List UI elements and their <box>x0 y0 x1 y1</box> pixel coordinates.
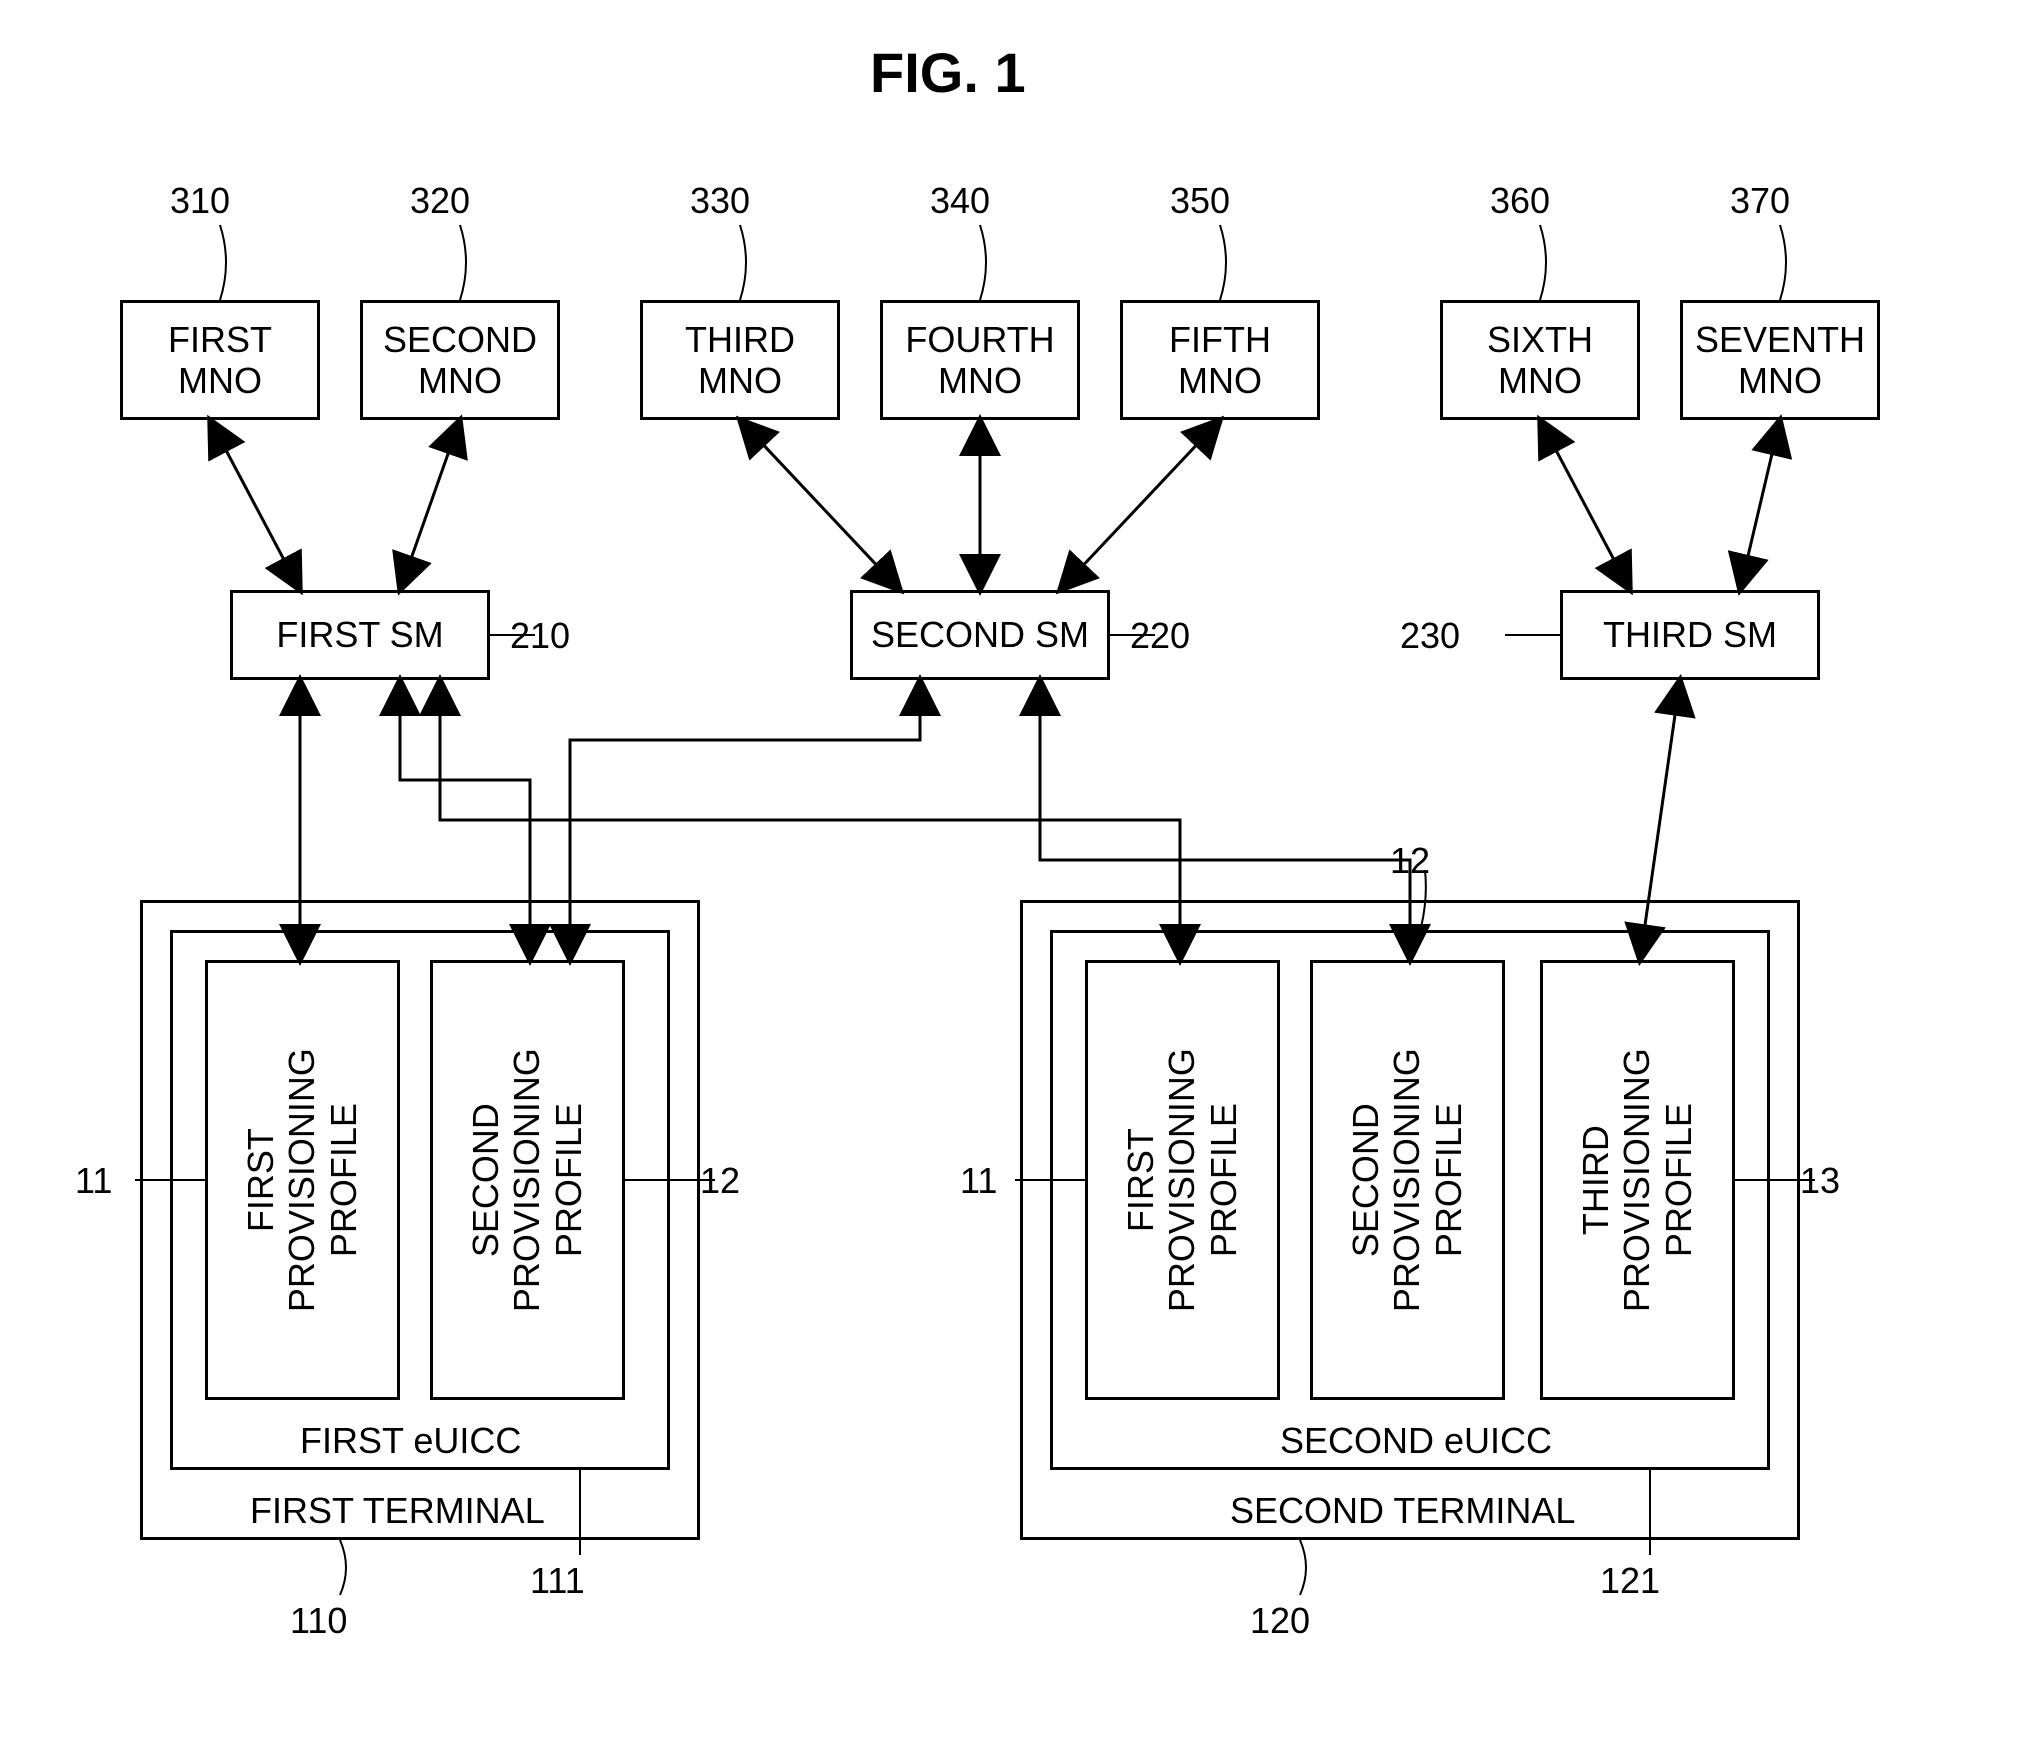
mno-box-mno1: FIRSTMNO <box>120 300 320 420</box>
mno-label: SEVENTHMNO <box>1695 319 1865 402</box>
mno-ref: 370 <box>1730 180 1790 222</box>
sm-label: SECOND SM <box>871 614 1089 655</box>
profile-label: SECONDPROVISIONINGPROFILE <box>465 1048 589 1312</box>
euicc-label: SECOND eUICC <box>1280 1420 1552 1462</box>
euicc-label: FIRST eUICC <box>300 1420 521 1462</box>
mno-ref: 350 <box>1170 180 1230 222</box>
profile-label: FIRSTPROVISIONINGPROFILE <box>240 1048 364 1312</box>
profile-ref: 12 <box>1390 840 1430 882</box>
terminal-ref: 110 <box>290 1600 347 1642</box>
mno-ref: 340 <box>930 180 990 222</box>
mno-ref: 310 <box>170 180 230 222</box>
sm-box-sm1: FIRST SM <box>230 590 490 680</box>
terminal-ref: 120 <box>1250 1600 1310 1642</box>
diagram-canvas: FIG. 1 FIRSTMNO 310 SECONDMNO 320 THIRDMNO 330… <box>0 0 2036 1764</box>
profile-box-p22: SECONDPROVISIONINGPROFILE <box>1310 960 1505 1400</box>
profile-box-p23: THIRDPROVISIONINGPROFILE <box>1540 960 1735 1400</box>
sm-box-sm3: THIRD SM <box>1560 590 1820 680</box>
figure-title: FIG. 1 <box>870 40 1026 105</box>
mno-label: THIRDMNO <box>685 319 795 402</box>
sm-ref: 220 <box>1130 615 1190 657</box>
sm-ref: 230 <box>1400 615 1460 657</box>
profile-ref: 11 <box>960 1160 997 1202</box>
mno-label: SIXTHMNO <box>1487 319 1593 402</box>
profile-ref: 13 <box>1800 1160 1840 1202</box>
mno-ref: 330 <box>690 180 750 222</box>
mno-ref: 360 <box>1490 180 1550 222</box>
profile-label: THIRDPROVISIONINGPROFILE <box>1575 1048 1699 1312</box>
profile-ref: 12 <box>700 1160 740 1202</box>
euicc-ref: 111 <box>530 1560 585 1602</box>
mno-box-mno5: FIFTHMNO <box>1120 300 1320 420</box>
sm-label: FIRST SM <box>276 614 443 655</box>
mno-box-mno6: SIXTHMNO <box>1440 300 1640 420</box>
mno-box-mno3: THIRDMNO <box>640 300 840 420</box>
terminal-label: SECOND TERMINAL <box>1230 1490 1575 1532</box>
profile-ref: 11 <box>75 1160 112 1202</box>
profile-label: FIRSTPROVISIONINGPROFILE <box>1120 1048 1244 1312</box>
profile-box-p21: FIRSTPROVISIONINGPROFILE <box>1085 960 1280 1400</box>
sm-ref: 210 <box>510 615 570 657</box>
mno-label: FIFTHMNO <box>1169 319 1271 402</box>
euicc-ref: 121 <box>1600 1560 1660 1602</box>
mno-label: SECONDMNO <box>383 319 537 402</box>
mno-box-mno2: SECONDMNO <box>360 300 560 420</box>
mno-box-mno4: FOURTHMNO <box>880 300 1080 420</box>
terminal-label: FIRST TERMINAL <box>250 1490 545 1532</box>
mno-label: FIRSTMNO <box>168 319 272 402</box>
mno-box-mno7: SEVENTHMNO <box>1680 300 1880 420</box>
profile-box-p11: FIRSTPROVISIONINGPROFILE <box>205 960 400 1400</box>
mno-label: FOURTHMNO <box>905 319 1054 402</box>
sm-box-sm2: SECOND SM <box>850 590 1110 680</box>
mno-ref: 320 <box>410 180 470 222</box>
profile-box-p12: SECONDPROVISIONINGPROFILE <box>430 960 625 1400</box>
sm-label: THIRD SM <box>1603 614 1777 655</box>
profile-label: SECONDPROVISIONINGPROFILE <box>1345 1048 1469 1312</box>
